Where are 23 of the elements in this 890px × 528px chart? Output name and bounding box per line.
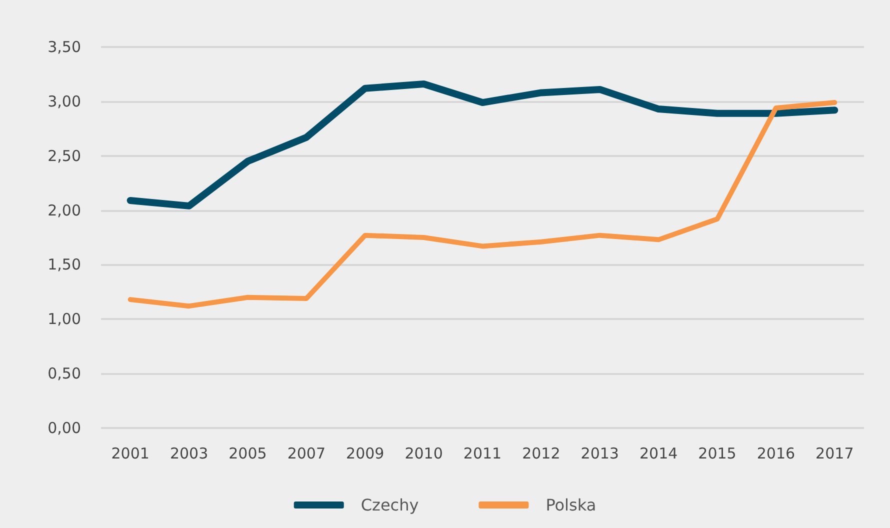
y-tick-label: 3,50: [48, 38, 81, 56]
legend-label: Czechy: [360, 496, 419, 514]
y-tick-label: 0,00: [48, 419, 81, 437]
x-tick-label: 2001: [111, 444, 150, 462]
x-tick-label: 2015: [698, 444, 736, 462]
x-tick-label: 2016: [756, 444, 796, 462]
y-tick-label: 0,50: [48, 364, 81, 383]
y-tick-label: 3,00: [48, 92, 81, 110]
x-tick-label: 2005: [228, 444, 267, 462]
x-tick-label: 2013: [580, 444, 619, 462]
y-tick-label: 2,00: [48, 201, 81, 220]
x-tick-label: 2011: [463, 444, 502, 462]
x-tick-label: 2017: [816, 444, 854, 462]
y-tick-label: 1,50: [48, 256, 81, 274]
y-tick-label: 1,00: [48, 310, 81, 328]
x-tick-label: 2009: [346, 444, 384, 462]
x-tick-label: 2003: [170, 444, 208, 462]
x-tick-label: 2012: [522, 444, 560, 462]
legend-label: Polska: [546, 496, 596, 514]
y-tick-label: 2,50: [48, 146, 81, 165]
x-tick-label: 2010: [404, 444, 443, 462]
x-tick-label: 2014: [639, 444, 678, 462]
x-tick-label: 2007: [287, 444, 326, 462]
